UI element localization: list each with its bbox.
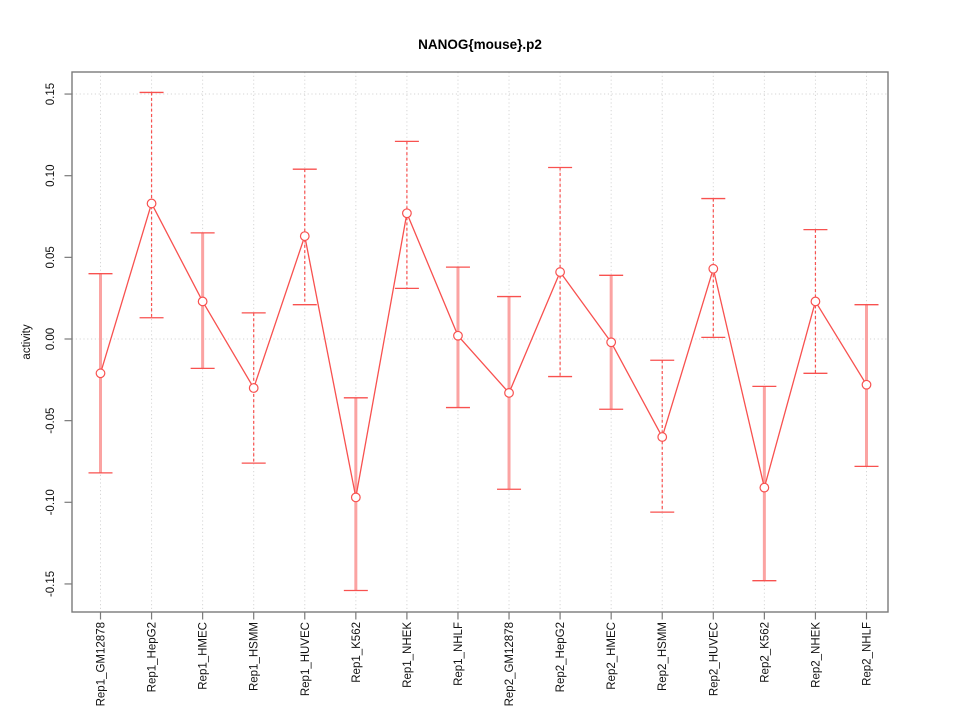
y-tick-label: 0.10 (45, 165, 57, 187)
data-point (657, 432, 668, 442)
x-tick-label: Rep1_NHLF (453, 622, 465, 686)
data-point (197, 296, 208, 307)
data-point (555, 267, 565, 277)
activity-line (99, 202, 868, 499)
chart-title: NANOG{mouse}.p2 (418, 37, 542, 52)
data-point (708, 263, 719, 274)
data-point (146, 198, 157, 209)
data-points (95, 198, 872, 503)
data-point (248, 383, 259, 393)
y-tick-label: 0.15 (45, 83, 57, 105)
x-tick-label: Rep2_HepG2 (555, 622, 567, 692)
y-axis-label: activity (21, 324, 33, 359)
data-line (99, 202, 868, 499)
x-tick-label: Rep1_HSMM (249, 622, 261, 691)
x-tick-label: Rep1_HMEC (198, 622, 210, 690)
x-tick-label: Rep2_GM12878 (504, 622, 516, 706)
data-point (299, 231, 310, 242)
x-tick-label: Rep1_HepG2 (147, 622, 159, 692)
data-point (453, 330, 463, 341)
data-point (810, 296, 821, 307)
x-tick-label: Rep1_GM12878 (96, 622, 108, 706)
y-tick-label: -0.05 (45, 408, 57, 434)
x-tick-label: Rep1_NHEK (402, 622, 414, 688)
data-point (402, 208, 412, 219)
x-tick-label: Rep2_HUVEC (708, 622, 720, 696)
y-tick-label: 0.00 (45, 328, 57, 350)
data-point (759, 482, 770, 493)
data-point (350, 492, 361, 503)
data-point (861, 379, 872, 390)
x-tick-label: Rep2_NHEK (810, 622, 822, 688)
x-tick-label: Rep2_HSMM (657, 622, 669, 691)
axis-tick-labels: 0.15 0.10 0.05 0.00 -0.05 -0.10 -0.15 Rep1_GM12… (45, 83, 874, 707)
x-tick-label: Rep1_K562 (351, 622, 363, 683)
plot-border (71, 71, 889, 613)
y-tick-label: -0.15 (45, 571, 57, 597)
y-tick-label: 0.05 (45, 246, 57, 268)
axis-ticks (64, 93, 868, 620)
x-tick-label: Rep2_K562 (759, 622, 771, 683)
data-point (606, 337, 617, 348)
x-tick-label: Rep2_NHLF (862, 622, 874, 686)
y-tick-label: -0.10 (45, 489, 57, 515)
data-point (504, 387, 514, 398)
x-tick-label: Rep2_HMEC (606, 622, 618, 690)
data-point (95, 368, 106, 379)
error-bars (88, 91, 879, 592)
x-tick-label: Rep1_HUVEC (300, 622, 312, 696)
